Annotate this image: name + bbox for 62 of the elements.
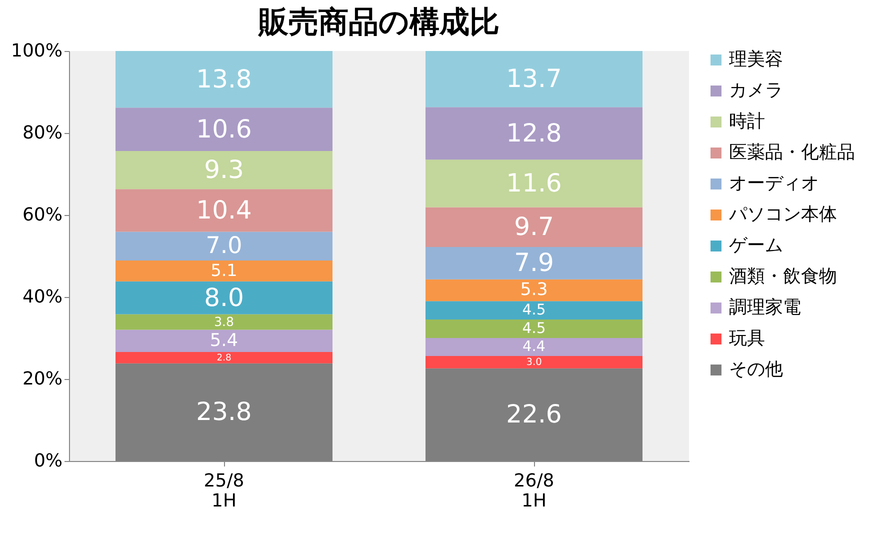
legend-label: オーディオ: [729, 173, 819, 194]
x-tick-label: 26/8 1H: [514, 470, 554, 512]
data-label: 9.7: [514, 212, 554, 242]
bar: [116, 51, 332, 108]
y-tick-label: 0%: [34, 450, 62, 472]
data-label: 10.6: [196, 114, 252, 144]
data-label: 11.6: [506, 168, 562, 198]
bar: [116, 281, 332, 314]
bar: [116, 314, 332, 330]
bar: [426, 338, 642, 356]
data-label: 22.6: [506, 400, 562, 429]
data-label: 4.5: [522, 320, 546, 337]
bar: [426, 160, 642, 208]
legend-label: パソコン本体: [728, 204, 837, 225]
bar: [116, 330, 332, 352]
data-label: 13.8: [196, 64, 252, 94]
bar: [116, 151, 332, 190]
legend-label: 時計: [729, 111, 765, 132]
data-label: 5.3: [520, 280, 548, 300]
legend-label: 酒類・飲食物: [729, 266, 837, 287]
bar: [426, 356, 642, 368]
x-tick-label: 25/8 1H: [204, 470, 244, 512]
bar: [426, 107, 642, 160]
data-label: 9.3: [204, 155, 244, 184]
chart-title: 販売商品の構成比: [258, 5, 500, 40]
legend-label: 理美容: [729, 49, 783, 70]
y-tick-label: 100%: [11, 40, 62, 62]
data-label: 2.8: [216, 352, 232, 364]
y-tick-label: 80%: [22, 122, 62, 144]
bar: [426, 51, 642, 108]
legend-label: その他: [729, 359, 783, 380]
bar: [426, 207, 642, 247]
legend-label: ゲーム: [729, 235, 783, 256]
bar: [116, 232, 332, 261]
bar: [426, 246, 642, 280]
legend-label: 調理家電: [729, 297, 801, 318]
bar: [116, 108, 332, 152]
bar: [116, 260, 332, 282]
data-label: 3.0: [526, 357, 542, 368]
legend-label: カメラ: [729, 80, 783, 101]
data-label: 3.8: [214, 314, 234, 330]
legend-label: 玩具: [729, 328, 765, 349]
data-label: 10.4: [196, 195, 252, 224]
data-label: 7.9: [514, 248, 554, 278]
bar: [116, 352, 332, 364]
y-tick-label: 20%: [22, 368, 62, 390]
bar: [426, 279, 642, 302]
data-label: 23.8: [196, 397, 252, 426]
legend-label: 医薬品・化粧品: [729, 142, 855, 163]
bar: [426, 301, 642, 320]
data-label: 4.5: [522, 301, 546, 318]
data-label: 5.1: [210, 260, 238, 280]
data-label: 4.4: [522, 339, 546, 356]
data-label: 12.8: [506, 118, 562, 148]
bar: [426, 320, 642, 338]
bar: [116, 189, 332, 232]
data-label: 13.7: [506, 64, 562, 94]
data-label: 5.4: [210, 330, 238, 351]
data-label: 7.0: [206, 233, 242, 260]
y-tick-label: 40%: [22, 286, 62, 308]
y-tick-label: 60%: [22, 204, 62, 226]
data-label: 8.0: [204, 282, 244, 312]
